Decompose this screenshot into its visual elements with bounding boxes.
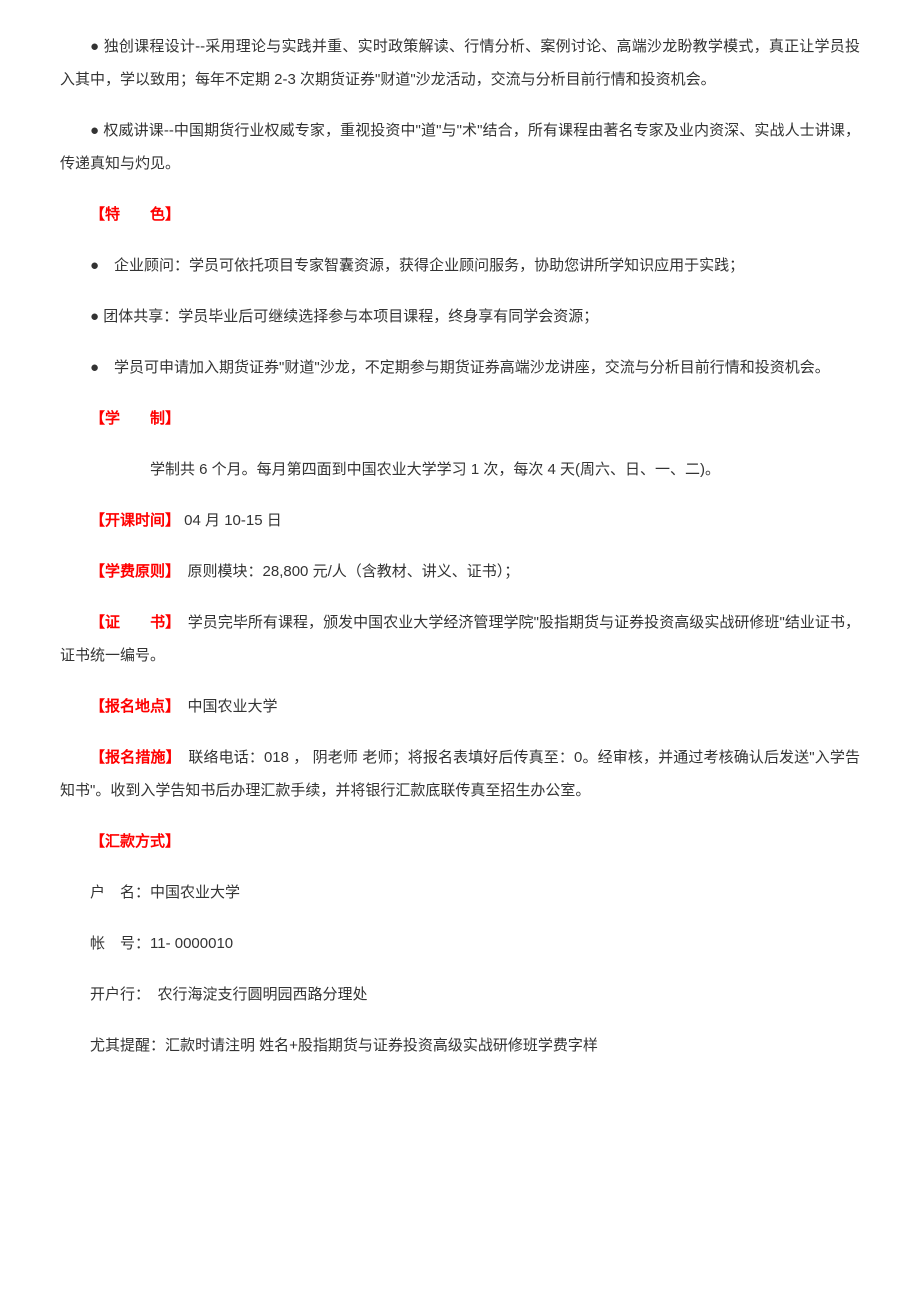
cert-label: 【证 书】 xyxy=(90,614,173,631)
paragraph-consultant: ● 企业顾问：学员可依托项目专家智囊资源，获得企业顾问服务，协助您讲所学知识应用… xyxy=(60,249,860,282)
duration-label: 【学 制】 xyxy=(90,410,180,427)
section-payment: 【汇款方式】 xyxy=(60,825,860,858)
section-start-time: 【开课时间】 04 月 10-15 日 xyxy=(60,504,860,537)
section-certificate: 【证 书】 学员完毕所有课程，颁发中国农业大学经济管理学院"股指期货与证券投资高… xyxy=(60,606,860,672)
features-label: 【特 色】 xyxy=(90,206,180,223)
start-label: 【开课时间】 xyxy=(90,512,180,529)
section-duration: 【学 制】 xyxy=(60,402,860,435)
section-location: 【报名地点】 中国农业大学 xyxy=(60,690,860,723)
section-features: 【特 色】 xyxy=(60,198,860,231)
account-number: 帐 号：11- 0000010 xyxy=(60,927,860,960)
section-fee: 【学费原则】 原则模块：28,800 元/人（含教材、讲义、证书）； xyxy=(60,555,860,588)
bank-info: 开户行： 农行海淀支行圆明园西路分理处 xyxy=(60,978,860,1011)
payment-label: 【汇款方式】 xyxy=(90,833,180,850)
paragraph-authority: ● 权威讲课--中国期货行业权威专家，重视投资中"道"与"术"结合，所有课程由著… xyxy=(60,114,860,180)
paragraph-sharing: ● 团体共享：学员毕业后可继续选择参与本项目课程，终身享有同学会资源； xyxy=(60,300,860,333)
section-method: 【报名措施】 联络电话：018 ， 阴老师 老师；将报名表填好后传真至：0。经审… xyxy=(60,741,860,807)
cert-value: 学员完毕所有课程，颁发中国农业大学经济管理学院"股指期货与证券投资高级实战研修班… xyxy=(60,614,860,664)
method-label: 【报名措施】 xyxy=(90,749,173,766)
paragraph-duration-detail: 学制共 6 个月。每月第四面到中国农业大学学习 1 次，每次 4 天(周六、日、… xyxy=(60,453,860,486)
payment-reminder: 尤其提醒：汇款时请注明 姓名+股指期货与证券投资高级实战研修班学费字样 xyxy=(60,1029,860,1062)
paragraph-course-design: ● 独创课程设计--采用理论与实践并重、实时政策解读、行情分析、案例讨论、高端沙… xyxy=(60,30,860,96)
fee-value: 原则模块：28,800 元/人（含教材、讲义、证书）； xyxy=(173,563,520,580)
location-label: 【报名地点】 xyxy=(90,698,173,715)
paragraph-salon: ● 学员可申请加入期货证券"财道"沙龙，不定期参与期货证券高端沙龙讲座，交流与分… xyxy=(60,351,860,384)
location-value: 中国农业大学 xyxy=(173,698,278,715)
start-value: 04 月 10-15 日 xyxy=(180,512,282,529)
account-name: 户 名：中国农业大学 xyxy=(60,876,860,909)
fee-label: 【学费原则】 xyxy=(90,563,173,580)
method-value: 联络电话：018 ， 阴老师 老师；将报名表填好后传真至：0。经审核，并通过考核… xyxy=(60,749,860,799)
